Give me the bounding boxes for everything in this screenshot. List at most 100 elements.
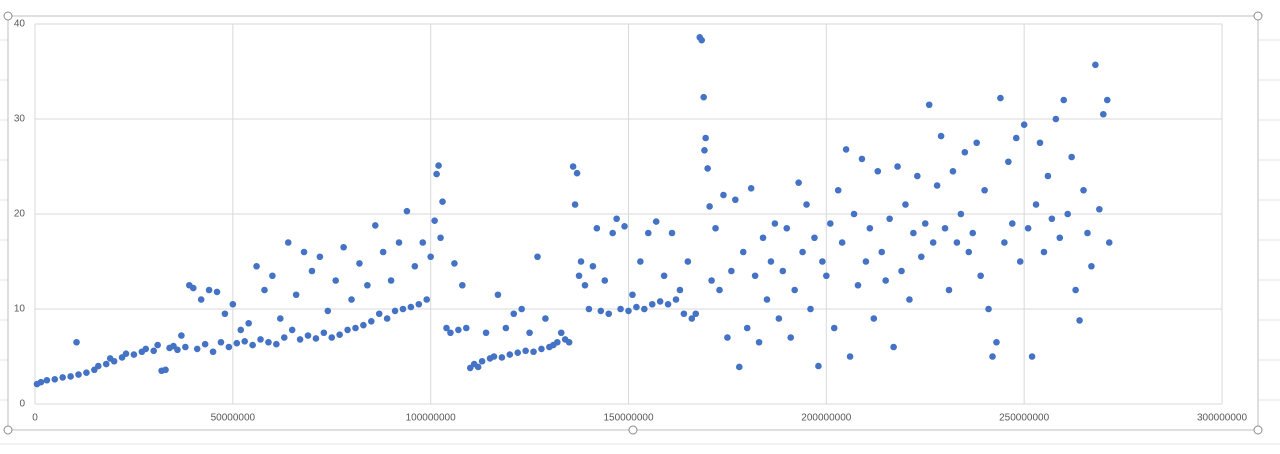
point bbox=[656, 298, 664, 305]
point bbox=[233, 339, 241, 347]
point bbox=[906, 296, 913, 303]
point bbox=[130, 351, 138, 358]
x-tick-label: 200000000 bbox=[801, 413, 851, 424]
point bbox=[1036, 139, 1044, 147]
point bbox=[368, 318, 375, 325]
point bbox=[336, 331, 343, 338]
point bbox=[482, 329, 490, 337]
point bbox=[253, 262, 260, 270]
point bbox=[308, 267, 316, 275]
point bbox=[257, 336, 264, 343]
point bbox=[743, 324, 751, 332]
point bbox=[122, 350, 130, 357]
point bbox=[823, 272, 830, 280]
point bbox=[553, 338, 561, 346]
point bbox=[807, 305, 814, 313]
point bbox=[637, 258, 644, 265]
point bbox=[917, 253, 925, 261]
point bbox=[1020, 121, 1028, 128]
point bbox=[182, 343, 189, 351]
point bbox=[834, 186, 842, 194]
point bbox=[443, 324, 450, 332]
handles[interactable] bbox=[3, 11, 1263, 435]
point bbox=[601, 277, 609, 284]
point bbox=[154, 341, 161, 349]
point bbox=[474, 363, 482, 371]
point bbox=[929, 239, 937, 246]
point bbox=[514, 349, 522, 357]
point bbox=[364, 281, 371, 289]
point bbox=[1052, 115, 1060, 123]
point bbox=[510, 310, 518, 318]
y-tick-label: 0 bbox=[19, 399, 25, 410]
point bbox=[609, 229, 616, 237]
point bbox=[593, 224, 601, 232]
point bbox=[526, 329, 533, 337]
point bbox=[728, 267, 735, 275]
point bbox=[846, 353, 854, 360]
point bbox=[399, 305, 407, 313]
point bbox=[1008, 220, 1016, 227]
point bbox=[375, 310, 383, 318]
point bbox=[51, 376, 59, 383]
point bbox=[478, 357, 486, 365]
point bbox=[37, 378, 45, 386]
point bbox=[490, 353, 498, 360]
point bbox=[205, 286, 213, 294]
point bbox=[569, 163, 577, 170]
point bbox=[644, 229, 652, 237]
point bbox=[613, 215, 620, 223]
sheet-grid bbox=[0, 39, 1280, 445]
point bbox=[459, 281, 466, 289]
x-tick-label: 300000000 bbox=[1197, 413, 1247, 424]
point bbox=[284, 239, 292, 246]
point bbox=[189, 284, 197, 292]
point bbox=[724, 334, 731, 341]
point bbox=[1103, 96, 1111, 104]
point bbox=[866, 224, 874, 232]
point bbox=[557, 329, 565, 337]
point bbox=[344, 326, 351, 334]
point bbox=[237, 326, 245, 334]
point bbox=[209, 348, 217, 356]
point bbox=[755, 338, 763, 346]
point bbox=[589, 262, 597, 270]
point bbox=[997, 94, 1004, 102]
point bbox=[217, 338, 225, 346]
point bbox=[288, 326, 296, 334]
point bbox=[1100, 110, 1107, 118]
point bbox=[102, 360, 110, 368]
point bbox=[229, 300, 237, 308]
point bbox=[735, 363, 743, 371]
x-tick-label: 0 bbox=[32, 413, 38, 424]
point bbox=[775, 315, 783, 322]
point bbox=[672, 296, 680, 303]
point bbox=[783, 224, 791, 232]
point bbox=[225, 343, 233, 351]
point bbox=[241, 338, 249, 345]
point bbox=[803, 201, 810, 208]
point bbox=[957, 210, 965, 218]
chart-frame bbox=[7, 15, 1259, 431]
point bbox=[433, 170, 440, 178]
point bbox=[1044, 172, 1052, 180]
point bbox=[577, 258, 585, 265]
point bbox=[292, 291, 300, 299]
point bbox=[95, 362, 102, 370]
point bbox=[993, 338, 1000, 346]
point bbox=[771, 220, 779, 227]
point bbox=[277, 315, 284, 322]
point bbox=[739, 248, 747, 256]
point bbox=[1005, 158, 1012, 166]
point bbox=[1084, 229, 1091, 237]
point bbox=[953, 239, 961, 246]
point bbox=[1092, 61, 1099, 69]
point bbox=[779, 267, 787, 275]
point bbox=[245, 319, 252, 327]
point bbox=[989, 353, 996, 360]
point bbox=[174, 346, 181, 354]
point bbox=[933, 182, 941, 189]
y-tick-label: 40 bbox=[14, 19, 26, 30]
point bbox=[340, 243, 347, 251]
point bbox=[304, 332, 312, 339]
